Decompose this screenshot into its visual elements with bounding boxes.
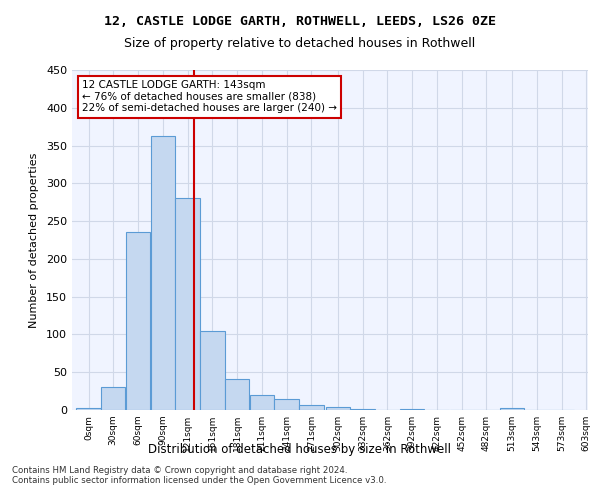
Text: 12 CASTLE LODGE GARTH: 143sqm
← 76% of detached houses are smaller (838)
22% of : 12 CASTLE LODGE GARTH: 143sqm ← 76% of d… [82, 80, 337, 114]
Bar [151, 136, 175, 410]
Bar [225, 379, 249, 410]
Bar [126, 232, 150, 410]
Bar [350, 409, 375, 410]
Bar [400, 409, 424, 410]
Text: Distribution of detached houses by size in Rothwell: Distribution of detached houses by size … [149, 444, 452, 456]
Y-axis label: Number of detached properties: Number of detached properties [29, 152, 39, 328]
Bar [274, 400, 299, 410]
Bar [299, 404, 323, 410]
Bar [175, 198, 200, 410]
Text: 12, CASTLE LODGE GARTH, ROTHWELL, LEEDS, LS26 0ZE: 12, CASTLE LODGE GARTH, ROTHWELL, LEEDS,… [104, 15, 496, 28]
Bar [326, 407, 350, 410]
Bar [500, 408, 524, 410]
Bar [250, 395, 274, 410]
Bar [101, 386, 125, 410]
Bar [76, 408, 101, 410]
Text: Size of property relative to detached houses in Rothwell: Size of property relative to detached ho… [124, 38, 476, 51]
Bar [200, 330, 224, 410]
Text: Contains HM Land Registry data © Crown copyright and database right 2024.
Contai: Contains HM Land Registry data © Crown c… [12, 466, 386, 485]
